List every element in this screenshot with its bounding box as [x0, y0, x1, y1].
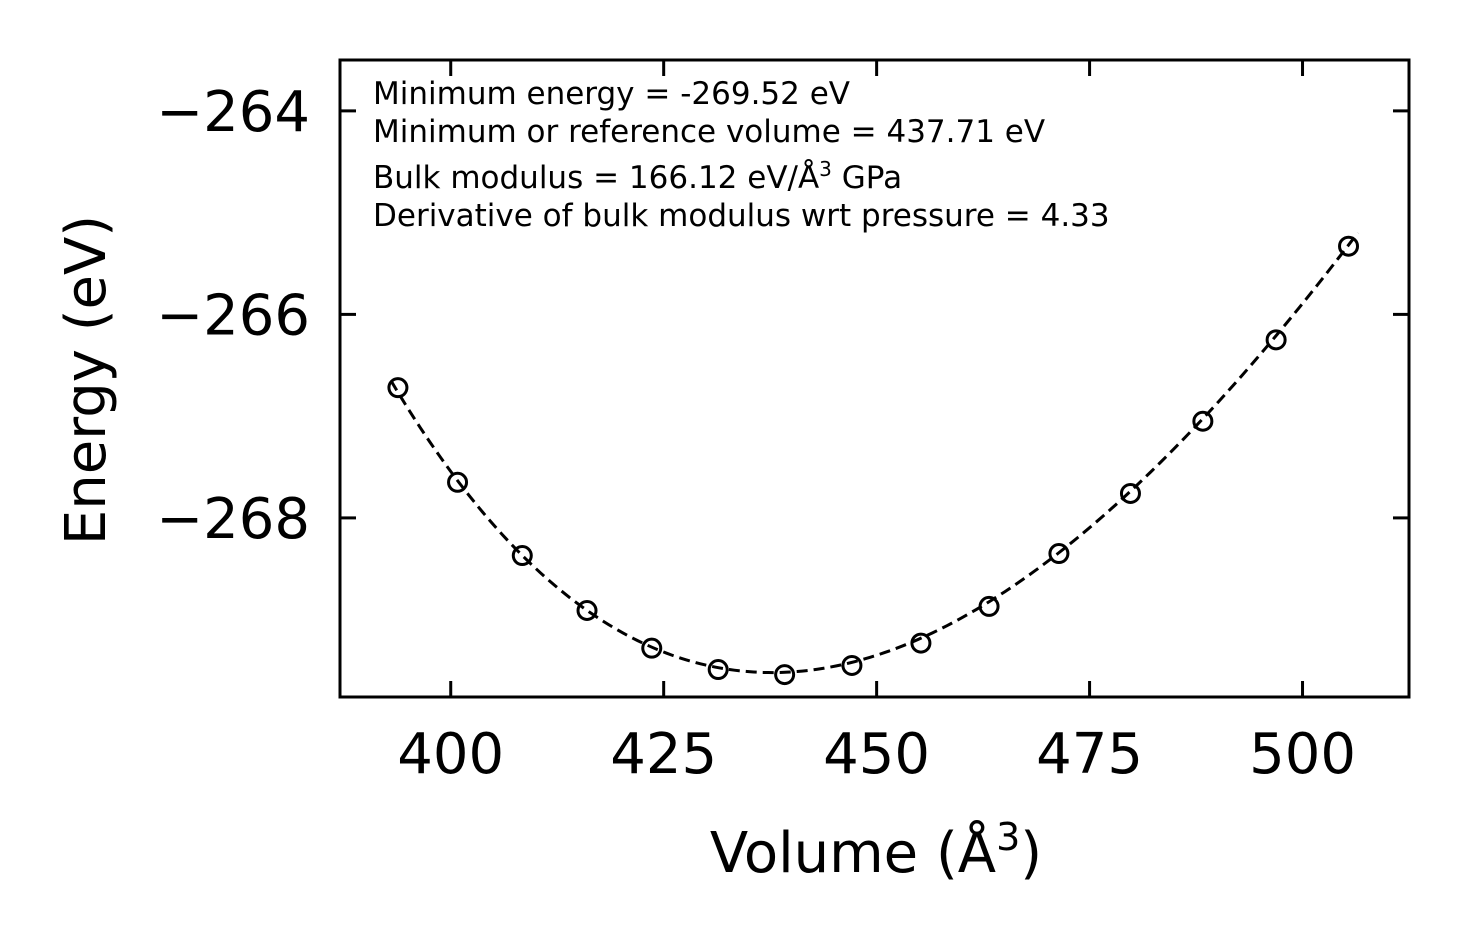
annotation-ref-volume: Minimum or reference volume = 437.71 eV [373, 114, 1045, 150]
data-points [387, 235, 1360, 686]
y-tick-label: −266 [156, 283, 310, 348]
x-tick-label: 400 [397, 722, 504, 787]
x-tick-label: 450 [823, 722, 930, 787]
fit-curve [389, 231, 1360, 675]
annotation-bulk-modulus-unit: GPa [832, 160, 902, 196]
annotation-min-energy: Minimum energy = -269.52 eV [373, 76, 850, 112]
y-tick-label: −264 [156, 80, 310, 145]
y-axis: −264 −266 −268 [156, 80, 1409, 552]
annotation-bulk-derivative: Derivative of bulk modulus wrt pressure … [373, 198, 1110, 234]
data-point [447, 471, 469, 493]
data-point [641, 637, 663, 659]
data-point [1119, 482, 1141, 504]
x-axis-title: Volume (Å3) [710, 815, 1042, 886]
data-point [576, 600, 598, 622]
data-point [1192, 410, 1214, 432]
data-point [1048, 543, 1070, 565]
annotation-bulk-modulus: Bulk modulus = 166.12 eV/Å3 GPa [373, 157, 902, 196]
x-tick-label: 425 [610, 722, 717, 787]
x-axis: 400 425 450 475 500 [397, 60, 1356, 787]
data-point [1265, 329, 1287, 351]
x-tick-label: 475 [1036, 722, 1143, 787]
x-tick-label: 500 [1249, 722, 1356, 787]
annotation-bulk-modulus-exponent: 3 [819, 157, 832, 181]
data-point [387, 377, 409, 399]
plot-area [338, 58, 1411, 699]
data-point [978, 595, 1000, 617]
data-point [774, 664, 796, 686]
data-point [910, 632, 932, 654]
fit-annotations: Minimum energy = -269.52 eV Minimum or r… [373, 76, 1110, 234]
y-tick-label: −268 [156, 487, 310, 552]
data-point [1338, 235, 1360, 257]
y-axis-title: Energy (eV) [54, 215, 119, 545]
data-point [841, 654, 863, 676]
data-point [511, 545, 533, 567]
data-point [707, 659, 729, 681]
annotation-bulk-modulus-text: Bulk modulus = 166.12 eV/Å [373, 160, 819, 196]
